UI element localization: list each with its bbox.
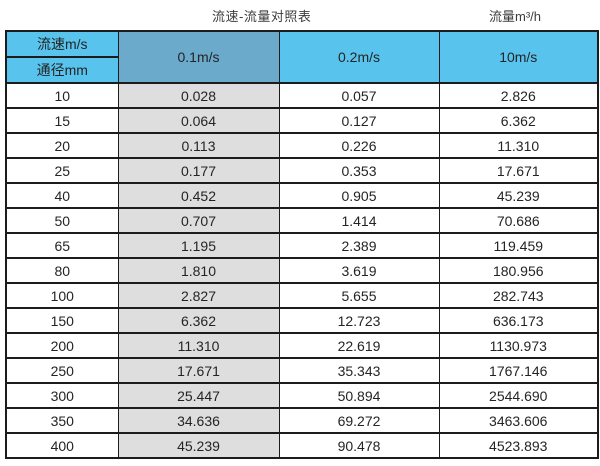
diameter-cell: 80 xyxy=(5,257,119,284)
flow-value-cell: 22.619 xyxy=(278,332,440,359)
header-velocity-0-1: 0.1m/s xyxy=(117,30,280,84)
flow-value-cell: 1.414 xyxy=(278,207,440,234)
diameter-cell: 150 xyxy=(5,307,119,334)
flow-value-cell: 17.671 xyxy=(117,357,280,384)
flow-value-cell: 6.362 xyxy=(117,307,280,334)
table-row: 150 6.362 12.723 636.173 xyxy=(5,307,599,334)
table-row: 300 25.447 50.894 2544.690 xyxy=(5,382,599,409)
flow-value-cell: 0.064 xyxy=(117,107,280,134)
header-row-diameter: 通径mm xyxy=(5,56,598,84)
flow-value-cell: 282.743 xyxy=(438,282,599,309)
table-row: 350 34.636 69.272 3463.606 xyxy=(5,407,599,434)
flow-value-cell: 69.272 xyxy=(278,407,440,434)
flow-value-cell: 0.353 xyxy=(278,157,440,184)
flow-value-cell: 1.195 xyxy=(117,232,280,259)
diameter-cell: 50 xyxy=(5,207,119,234)
diameter-cell: 15 xyxy=(5,107,119,134)
flow-value-cell: 0.905 xyxy=(278,182,440,209)
table-row: 100 2.827 5.655 282.743 xyxy=(5,282,599,309)
table-row: 20 0.113 0.226 11.310 xyxy=(5,132,599,159)
flow-value-cell: 1.810 xyxy=(117,257,280,284)
flow-value-cell: 2.389 xyxy=(278,232,440,259)
flow-value-cell: 6.362 xyxy=(438,107,599,134)
header-velocity-10: 10m/s xyxy=(438,30,599,84)
table-title: 流速-流量对照表 xyxy=(212,9,312,24)
flow-value-cell: 17.671 xyxy=(438,157,599,184)
diameter-cell: 350 xyxy=(5,407,119,434)
header-row-velocity: 流速m/s 0.1m/s 0.2m/s 10m/s xyxy=(5,30,599,84)
diameter-cell: 300 xyxy=(5,382,119,409)
flow-value-cell: 1130.973 xyxy=(438,332,599,359)
flow-value-cell: 0.127 xyxy=(278,107,440,134)
flow-value-cell: 4523.893 xyxy=(438,432,599,459)
flow-value-cell: 5.655 xyxy=(278,282,440,309)
table-body: 10 0.028 0.057 2.826 15 0.064 0.127 6.362 20 0.11… xyxy=(5,82,599,459)
flow-value-cell: 12.723 xyxy=(278,307,440,334)
flow-value-cell: 3.619 xyxy=(278,257,440,284)
flow-value-cell: 0.707 xyxy=(117,207,280,234)
header-velocity-label: 流速m/s xyxy=(5,30,119,58)
flow-value-cell: 35.343 xyxy=(278,357,440,384)
flow-value-cell: 0.226 xyxy=(278,132,440,159)
table-row: 25 0.177 0.353 17.671 xyxy=(5,157,599,184)
table-row: 200 11.310 22.619 1130.973 xyxy=(5,332,599,359)
table-row: 400 45.239 90.478 4523.893 xyxy=(5,432,599,459)
flow-value-cell: 2.826 xyxy=(438,82,599,109)
table-row: 15 0.064 0.127 6.362 xyxy=(5,107,599,134)
flow-value-cell: 0.452 xyxy=(117,182,280,209)
flow-value-cell: 11.310 xyxy=(438,132,599,159)
title-bar: 流速-流量对照表 流量m³/h xyxy=(0,0,600,30)
flow-value-cell: 34.636 xyxy=(117,407,280,434)
table-row: 65 1.195 2.389 119.459 xyxy=(5,232,599,259)
flow-value-cell: 636.173 xyxy=(438,307,599,334)
flow-value-cell: 90.478 xyxy=(278,432,440,459)
table-header: 流速m/s 0.1m/s 0.2m/s 10m/s 通径mm xyxy=(5,30,599,84)
flow-value-cell: 45.239 xyxy=(438,182,599,209)
flow-value-cell: 180.956 xyxy=(438,257,599,284)
flow-value-cell: 1767.146 xyxy=(438,357,599,384)
flow-value-cell: 25.447 xyxy=(117,382,280,409)
flow-value-cell: 50.894 xyxy=(278,382,440,409)
flow-rate-table: 流速m/s 0.1m/s 0.2m/s 10m/s 通径mm 10 0.028 0.… xyxy=(5,30,599,459)
table-row: 50 0.707 1.414 70.686 xyxy=(5,207,599,234)
diameter-cell: 10 xyxy=(5,82,119,109)
flow-value-cell: 0.113 xyxy=(117,132,280,159)
flow-value-cell: 0.057 xyxy=(278,82,440,109)
flow-value-cell: 119.459 xyxy=(438,232,599,259)
diameter-cell: 100 xyxy=(5,282,119,309)
table-row: 250 17.671 35.343 1767.146 xyxy=(5,357,599,384)
diameter-cell: 20 xyxy=(5,132,119,159)
diameter-cell: 40 xyxy=(5,182,119,209)
flow-value-cell: 2544.690 xyxy=(438,382,599,409)
flow-value-cell: 0.177 xyxy=(117,157,280,184)
table-row: 40 0.452 0.905 45.239 xyxy=(5,182,599,209)
flow-value-cell: 2.827 xyxy=(117,282,280,309)
flow-unit-label: 流量m³/h xyxy=(489,9,542,24)
diameter-cell: 400 xyxy=(5,432,119,459)
header-velocity-0-2: 0.2m/s xyxy=(278,30,440,84)
flow-value-cell: 0.028 xyxy=(117,82,280,109)
flow-value-cell: 3463.606 xyxy=(438,407,599,434)
diameter-cell: 250 xyxy=(5,357,119,384)
flow-value-cell: 45.239 xyxy=(117,432,280,459)
diameter-cell: 25 xyxy=(5,157,119,184)
diameter-cell: 65 xyxy=(5,232,119,259)
flow-value-cell: 70.686 xyxy=(438,207,599,234)
header-diameter-label: 通径mm xyxy=(5,56,119,84)
table-row: 80 1.810 3.619 180.956 xyxy=(5,257,599,284)
flow-value-cell: 11.310 xyxy=(117,332,280,359)
diameter-cell: 200 xyxy=(5,332,119,359)
table-row: 10 0.028 0.057 2.826 xyxy=(5,82,599,109)
